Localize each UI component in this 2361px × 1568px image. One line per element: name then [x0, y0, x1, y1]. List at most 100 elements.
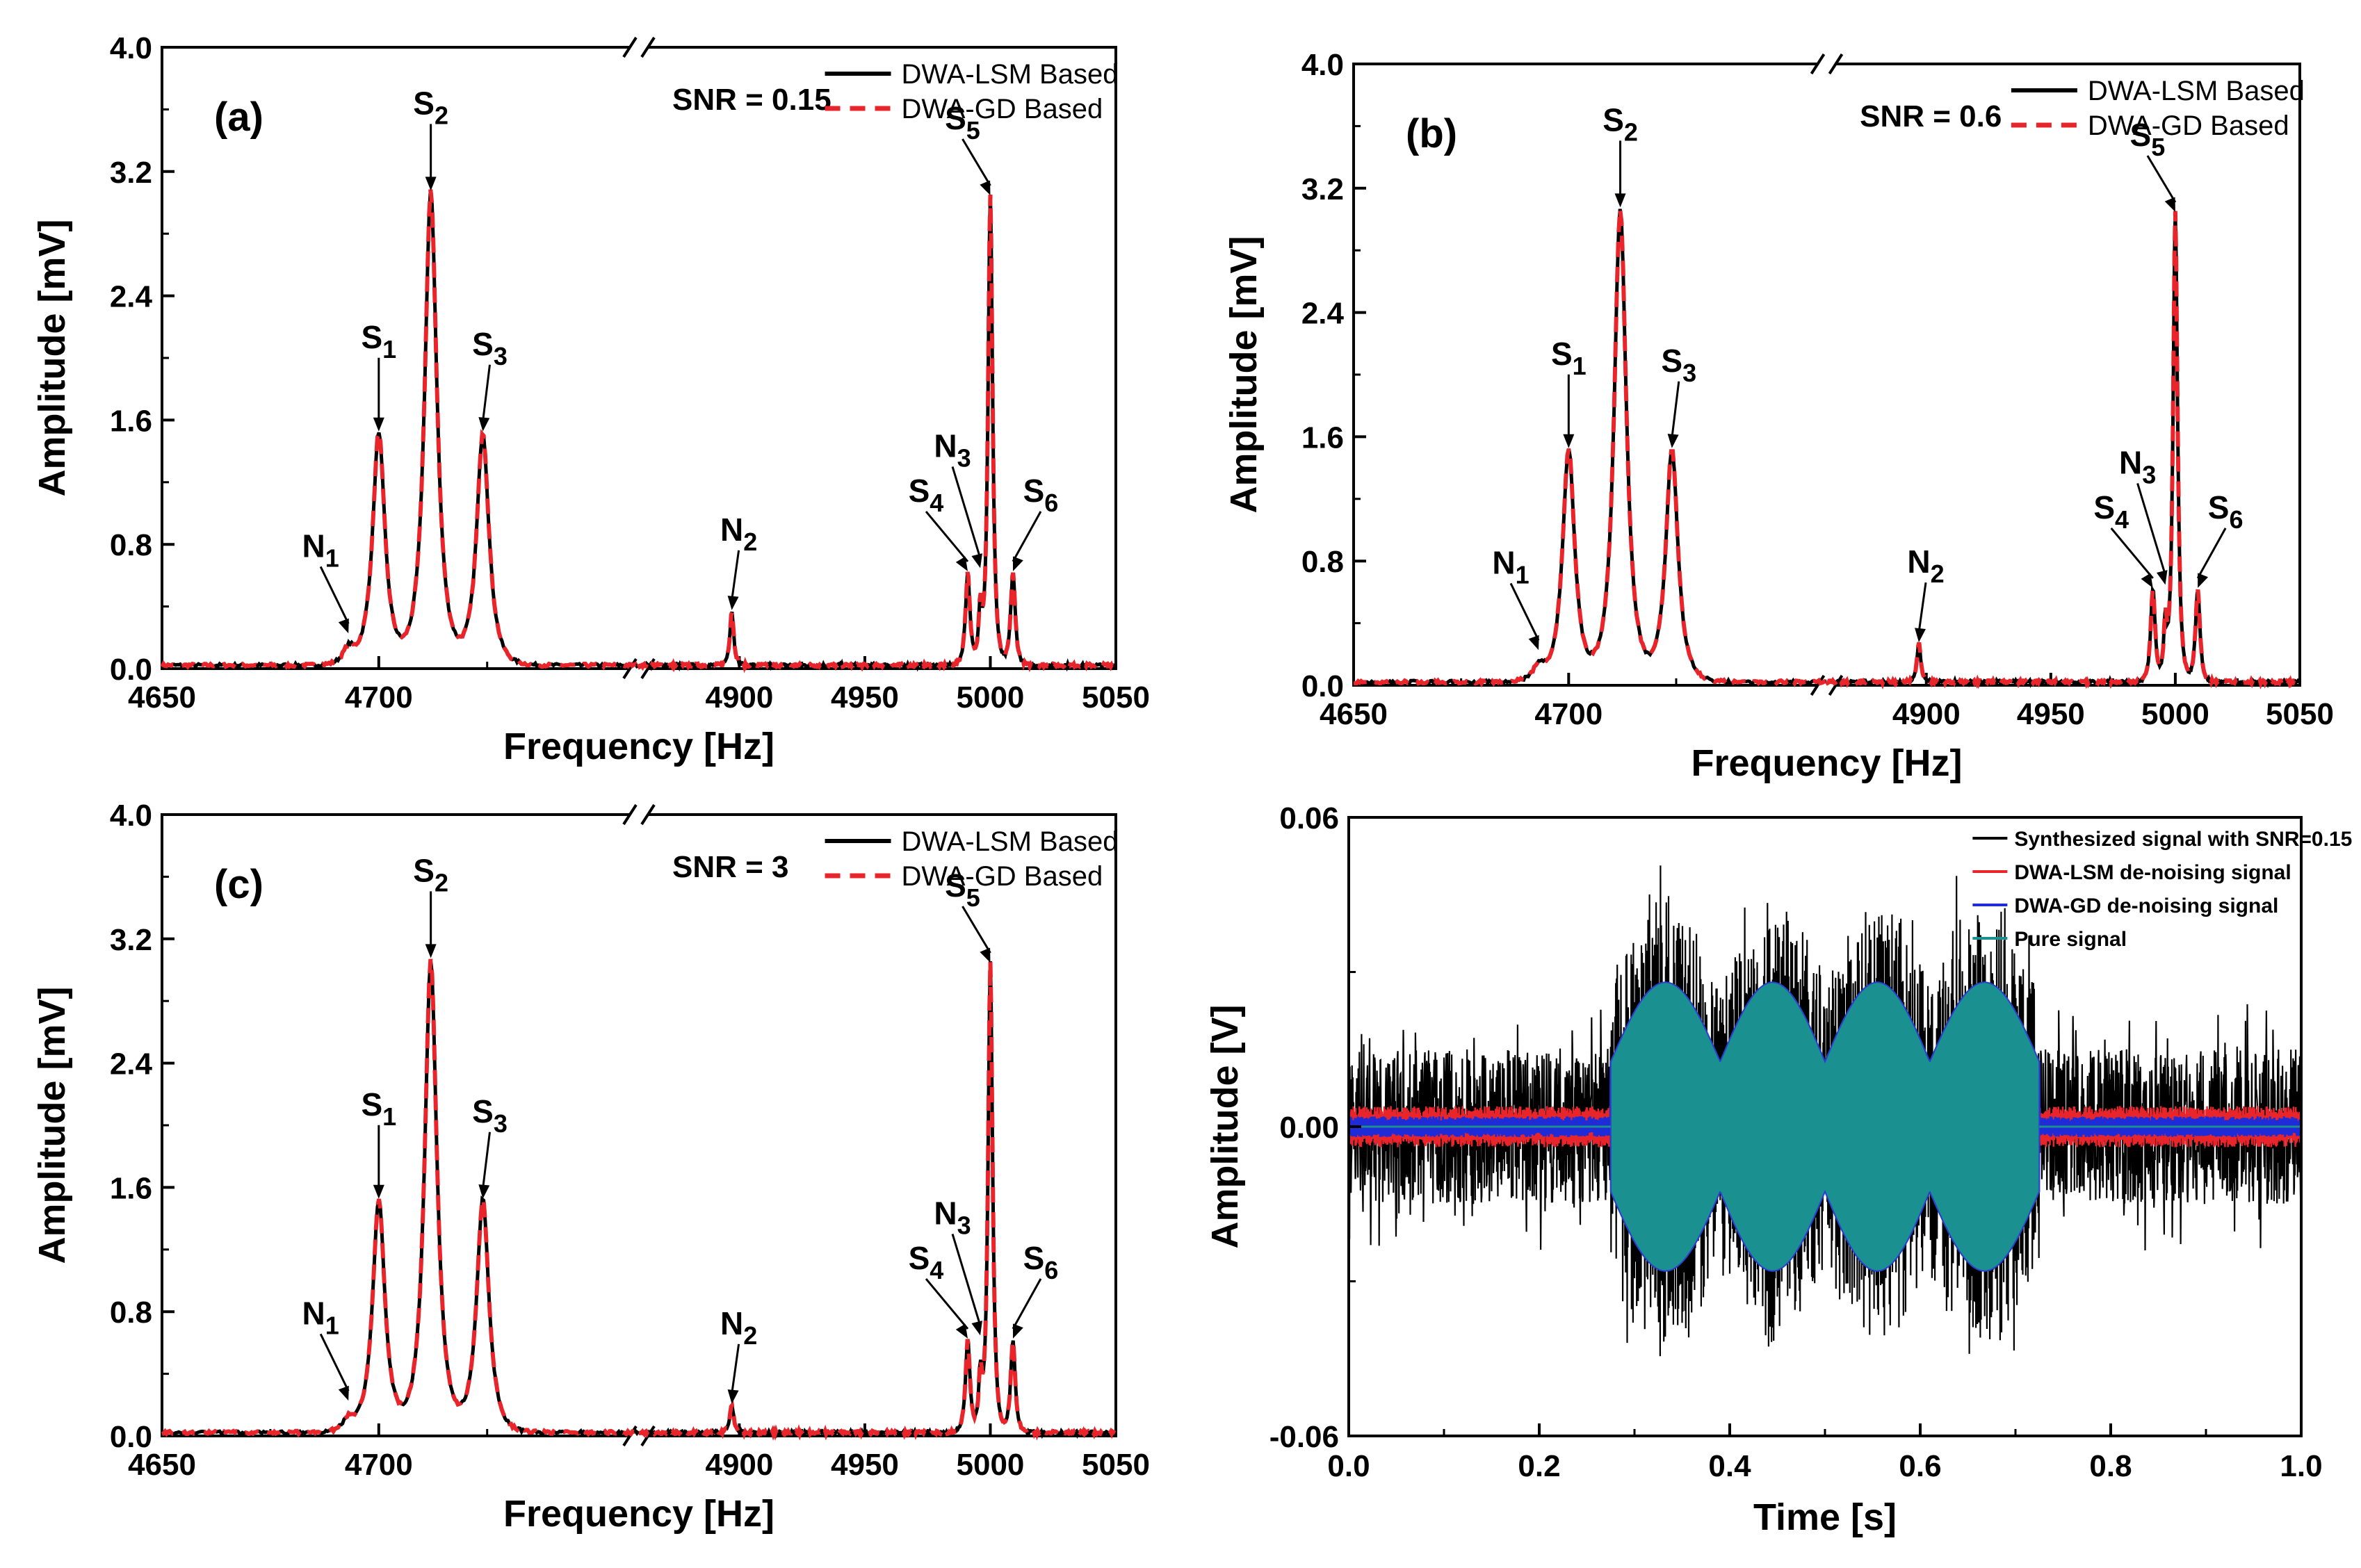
peak-label-letter: S	[945, 867, 966, 904]
peak-label-s5: S5	[945, 100, 980, 145]
series-pure	[1609, 981, 2040, 1272]
peak-label-sub: 3	[957, 1211, 971, 1239]
annotation-arrow	[925, 1277, 969, 1330]
x-tick-label: 4650	[1320, 697, 1388, 731]
axis-break-mark	[640, 36, 656, 58]
peak-label-letter: S	[1023, 473, 1045, 509]
annotation-arrowhead	[478, 1184, 490, 1199]
y-tick-label: 0.8	[110, 528, 152, 562]
peak-label-sub: 2	[435, 868, 448, 897]
peak-label-s1: S1	[361, 1086, 396, 1131]
series-line-lsm	[1825, 211, 2300, 689]
annotation-arrowhead	[1563, 434, 1575, 448]
snr-label: SNR = 3	[672, 850, 789, 884]
x-tick-label: 5050	[1082, 680, 1150, 714]
annotation-arrowhead	[1614, 193, 1626, 208]
axis-break-mark	[622, 658, 638, 680]
x-tick-label: 5000	[957, 680, 1025, 714]
axis-break-mark	[640, 803, 656, 826]
annotation-arrowhead	[425, 944, 437, 958]
peak-label-letter: S	[1551, 336, 1573, 372]
peak-label-sub: 2	[435, 101, 448, 129]
axis-break-mark	[1828, 53, 1844, 75]
annotation-arrowhead	[980, 180, 991, 196]
x-axis-label: Frequency [Hz]	[503, 726, 774, 767]
panel-c: 0.0 0.8 1.6 2.4 3.2 4.0 4650 4700 4900 4950 5000 50…	[31, 799, 1150, 1535]
peak-label-s4: S4	[909, 1240, 944, 1284]
legend-label-lsm: DWA-LSM Based	[902, 826, 1119, 857]
x-tick-label: 5050	[2266, 697, 2334, 731]
y-tick-label: 3.2	[1301, 172, 1344, 206]
peak-label-sub: 1	[382, 1102, 396, 1131]
series-line-lsm	[160, 189, 640, 670]
peak-label-letter: S	[361, 1086, 382, 1122]
peak-label-s2: S2	[413, 85, 448, 129]
series-line-gd	[160, 189, 640, 671]
annotation-arrow	[319, 1333, 350, 1391]
axis-break-mark	[622, 36, 638, 58]
annotation-arrow	[2136, 482, 2167, 575]
y-tick-label: 1.6	[1301, 420, 1344, 455]
peak-label-letter: S	[909, 473, 930, 509]
peak-label-letter: N	[1492, 544, 1515, 580]
annotation-arrowhead	[980, 947, 991, 963]
legend-label-gd: DWA-GD Based	[902, 94, 1103, 124]
peak-label-sub: 5	[2151, 133, 2165, 161]
x-tick-label: 0.8	[2089, 1449, 2132, 1483]
peak-label-s4: S4	[909, 473, 944, 517]
snr-label: SNR = 0.15	[672, 83, 831, 117]
y-tick-label: 3.2	[110, 156, 152, 190]
x-axis-label: Time [s]	[1753, 1496, 1897, 1538]
peak-label-n3: N3	[934, 1195, 971, 1239]
annotation-arrowhead	[955, 1323, 968, 1339]
y-tick-label: 4.0	[110, 31, 152, 65]
peak-label-sub: 3	[494, 1109, 508, 1138]
peak-label-letter: N	[720, 1305, 743, 1341]
panel-label: (c)	[214, 862, 263, 907]
peak-label-sub: 1	[1573, 352, 1587, 380]
x-tick-label: 4900	[705, 1448, 773, 1482]
peak-label-sub: 6	[2229, 505, 2243, 534]
x-tick-label: 4650	[128, 1448, 196, 1482]
x-tick-label: 4700	[345, 1448, 413, 1482]
peak-label-sub: 4	[2115, 505, 2129, 534]
peak-label-letter: S	[472, 326, 494, 362]
peak-label-s3: S3	[472, 326, 508, 370]
x-tick-label: 0.4	[1708, 1449, 1751, 1483]
peak-label-letter: S	[1661, 343, 1682, 379]
peak-label-sub: 6	[1044, 1256, 1058, 1284]
y-tick-label: 1.6	[110, 1171, 152, 1205]
peak-label-letter: N	[302, 1295, 325, 1331]
peak-label-s5: S5	[2130, 117, 2166, 161]
series-line-lsm	[161, 958, 640, 1438]
annotation-arrowhead	[2198, 573, 2209, 588]
peak-label-n1: N1	[1492, 544, 1529, 589]
annotation-arrow	[1509, 582, 1540, 641]
peak-label-sub: 3	[957, 443, 971, 472]
series-line-gd	[637, 194, 1117, 673]
peak-label-s1: S1	[361, 319, 396, 364]
annotation-arrowhead	[1012, 556, 1023, 571]
annotation-arrowhead	[1528, 635, 1539, 651]
peak-label-sub: 3	[2142, 460, 2156, 489]
peak-label-letter: S	[361, 319, 382, 355]
peak-label-sub: 2	[1624, 117, 1638, 146]
annotation-arrow	[951, 466, 982, 559]
peak-label-sub: 3	[1682, 359, 1696, 387]
y-tick-label: -0.06	[1269, 1420, 1339, 1454]
series-line-gd	[638, 961, 1117, 1442]
legend-label-gd: DWA-GD Based	[2088, 111, 2289, 141]
peak-label-letter: S	[2130, 117, 2152, 153]
series-line-lsm	[637, 194, 1116, 672]
x-tick-label: 4950	[2017, 697, 2085, 731]
y-axis-label: Amplitude [V]	[1204, 1005, 1246, 1249]
x-tick-label: 4900	[1892, 697, 1961, 731]
annotation-arrow	[2146, 155, 2177, 203]
y-tick-label: 1.6	[110, 404, 152, 438]
y-tick-label: 4.0	[110, 799, 152, 833]
annotation-arrow	[962, 138, 991, 186]
annotation-arrow	[2110, 527, 2154, 579]
annotation-arrow	[1917, 582, 1927, 633]
panel-label: (a)	[214, 95, 263, 140]
